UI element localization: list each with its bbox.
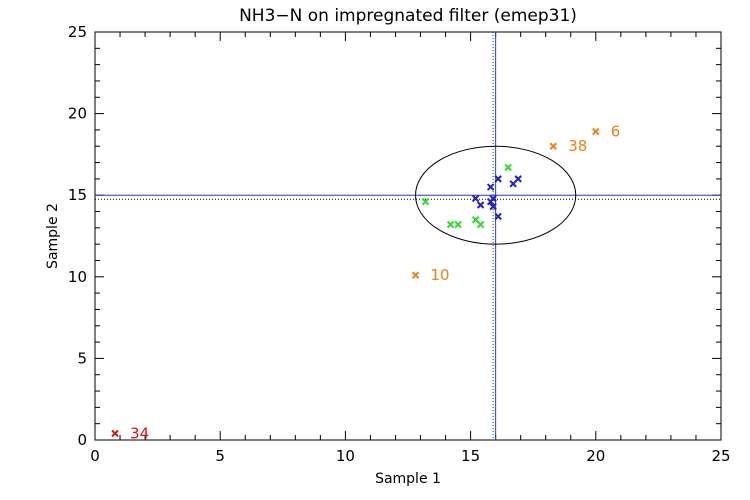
x-tick-label: 0 [90,447,100,465]
data-point [494,212,502,221]
data-point [549,142,557,150]
data-point-label: 6 [611,123,621,141]
data-point [476,201,485,209]
x-tick-label: 20 [586,447,605,465]
confidence-ellipse [415,145,577,245]
data-point [592,127,600,136]
data-point [476,220,485,229]
x-tick-label: 25 [711,447,730,465]
data-point [411,271,420,279]
x-tick-label: 15 [461,447,480,465]
y-tick-label: 25 [68,23,87,41]
y-tick-label: 5 [77,349,87,367]
y-tick-label: 0 [77,431,87,449]
data-point [504,163,512,172]
y-tick-label: 20 [68,105,87,123]
y-tick-label: 15 [68,186,87,204]
data-point [486,183,495,191]
data-point [494,175,502,183]
plot-frame [94,31,722,441]
data-point [486,198,495,206]
data-point [489,202,497,211]
x-tick-label: 5 [215,447,225,465]
data-point-label: 38 [568,137,587,155]
y-axis-title: Sample 2 [45,203,61,269]
data-point [421,198,430,206]
data-point-label: 10 [431,266,450,284]
data-point [471,194,480,203]
y-tick-label: 10 [68,268,87,286]
chart-title: NH3−N on impregnated filter (emep31) [239,6,577,26]
x-tick-label: 10 [336,447,355,465]
data-point-label: 34 [130,424,149,442]
data-point [111,429,119,438]
data-point [514,175,522,183]
data-point [446,220,455,229]
x-axis-title: Sample 1 [375,471,441,487]
data-point [454,220,462,229]
